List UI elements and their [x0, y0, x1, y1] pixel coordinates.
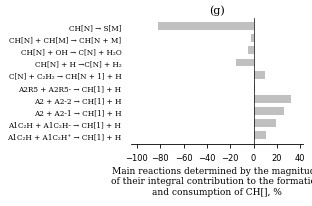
Bar [254, 96, 291, 103]
X-axis label: Main reactions determined by the magnitude
of their integral contribution to the: Main reactions determined by the magnitu… [111, 166, 312, 196]
Bar [236, 59, 254, 67]
Bar [254, 71, 265, 79]
Bar [158, 23, 254, 31]
Bar [251, 35, 254, 43]
Title: (g): (g) [209, 6, 225, 16]
Bar [254, 108, 284, 116]
Y-axis label: Reactions: Reactions [0, 57, 3, 105]
Bar [254, 120, 276, 128]
Bar [254, 83, 255, 91]
Bar [248, 47, 254, 55]
Bar [254, 132, 266, 140]
